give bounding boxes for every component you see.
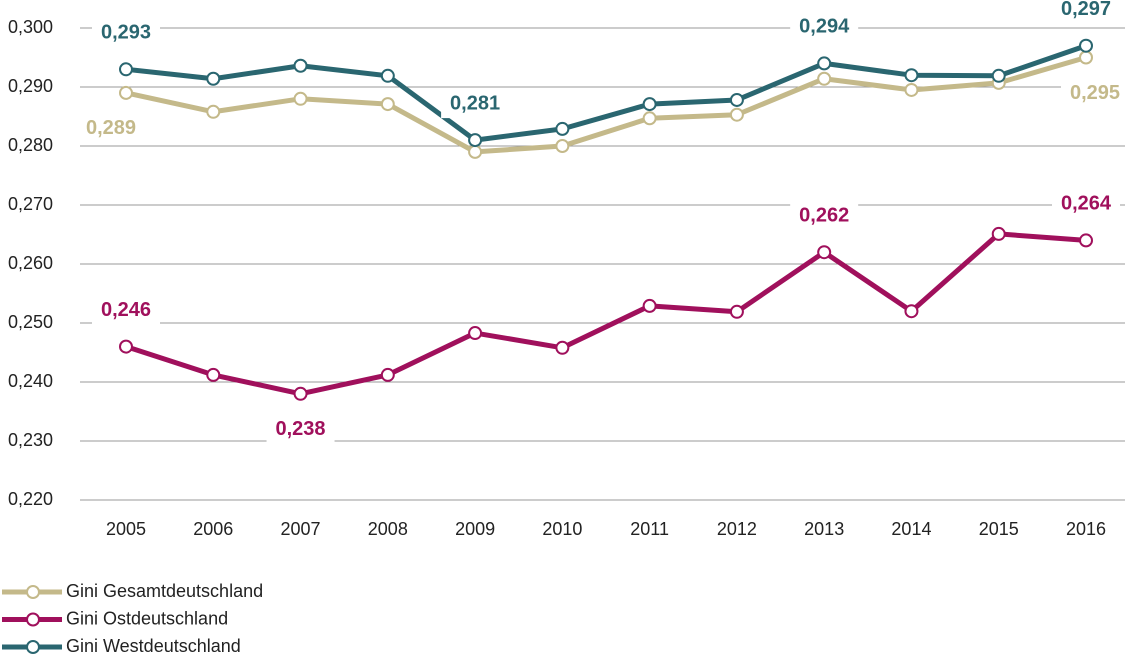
label-background [1052,0,1120,24]
data-point [904,82,919,97]
data-point [555,139,570,153]
data-label: 0,281 [450,92,500,114]
legend-marker [26,640,40,654]
data-point [206,104,221,119]
y-tick-label: 0,300 [8,17,53,37]
data-point [206,71,221,86]
data-point [293,386,308,401]
data-point [817,71,832,86]
legend-label: Gini Westdeutschland [66,636,241,656]
series-line [125,231,1087,397]
series-line [125,43,1087,143]
data-label: 0,264 [1061,193,1112,215]
data-label: 0,294 [799,16,850,38]
x-tick-label: 2015 [979,519,1019,539]
x-tick-label: 2006 [193,519,233,539]
data-point [1079,38,1093,53]
data-point [119,339,133,354]
data-label: 0,295 [1070,82,1120,104]
x-tick-label: 2007 [281,519,321,539]
y-tick-label: 0,270 [8,194,53,214]
data-point [293,58,308,73]
legend-label: Gini Ostdeutschland [66,608,228,628]
y-tick-label: 0,240 [8,371,53,391]
data-label: 0,262 [799,204,849,226]
data-point [1079,233,1093,248]
data-label: 0,293 [101,22,151,44]
y-tick-label: 0,260 [8,253,53,273]
label-background [441,90,510,119]
y-tick-label: 0,230 [8,430,53,450]
label-background [266,415,335,444]
data-point [642,298,657,313]
x-tick-label: 2009 [455,519,495,539]
data-label: 0,289 [86,117,136,139]
x-tick-label: 2005 [106,519,146,539]
x-tick-label: 2014 [891,519,931,539]
data-point [555,340,570,355]
x-tick-label: 2011 [630,519,669,539]
data-point [817,56,832,71]
data-point [904,68,919,83]
data-point [1079,50,1093,65]
x-tick-label: 2016 [1066,519,1106,539]
y-tick-label: 0,280 [8,135,53,155]
legend-marker [26,612,40,627]
label-background [92,296,160,325]
y-tick-label: 0,250 [8,312,53,332]
data-point [380,367,395,382]
data-point [293,91,308,106]
data-point [991,226,1006,241]
data-point [555,121,570,136]
label-background [1061,79,1125,108]
data-point [817,245,832,260]
x-tick-label: 2010 [542,519,582,539]
label-background [1052,190,1120,219]
data-point [206,367,221,382]
legend-marker [26,585,40,599]
y-tick-label: 0,290 [8,76,53,96]
x-tick-label: 2008 [368,519,408,539]
data-point [380,68,395,83]
data-point [468,144,483,159]
label-background [92,19,160,48]
data-point [119,85,133,100]
legend-label: Gini Gesamtdeutschland [66,581,263,601]
data-point [991,68,1006,83]
x-tick-label: 2013 [804,519,844,539]
x-tick-label: 2012 [717,519,757,539]
data-point [729,92,744,107]
data-point [119,62,133,77]
series-line [125,55,1087,155]
y-tick-label: 0,220 [8,489,53,509]
data-point [380,97,395,112]
data-label: 0,246 [101,299,151,321]
data-point [642,111,657,126]
label-background [790,13,859,42]
label-background [77,114,145,143]
data-label: 0,238 [276,418,326,440]
data-point [468,133,483,148]
data-point [642,97,657,112]
data-point [468,326,483,341]
label-background [790,202,859,231]
data-point [729,304,744,319]
data-label: 0,297 [1061,0,1111,20]
data-point [904,304,919,319]
data-point [729,107,744,122]
